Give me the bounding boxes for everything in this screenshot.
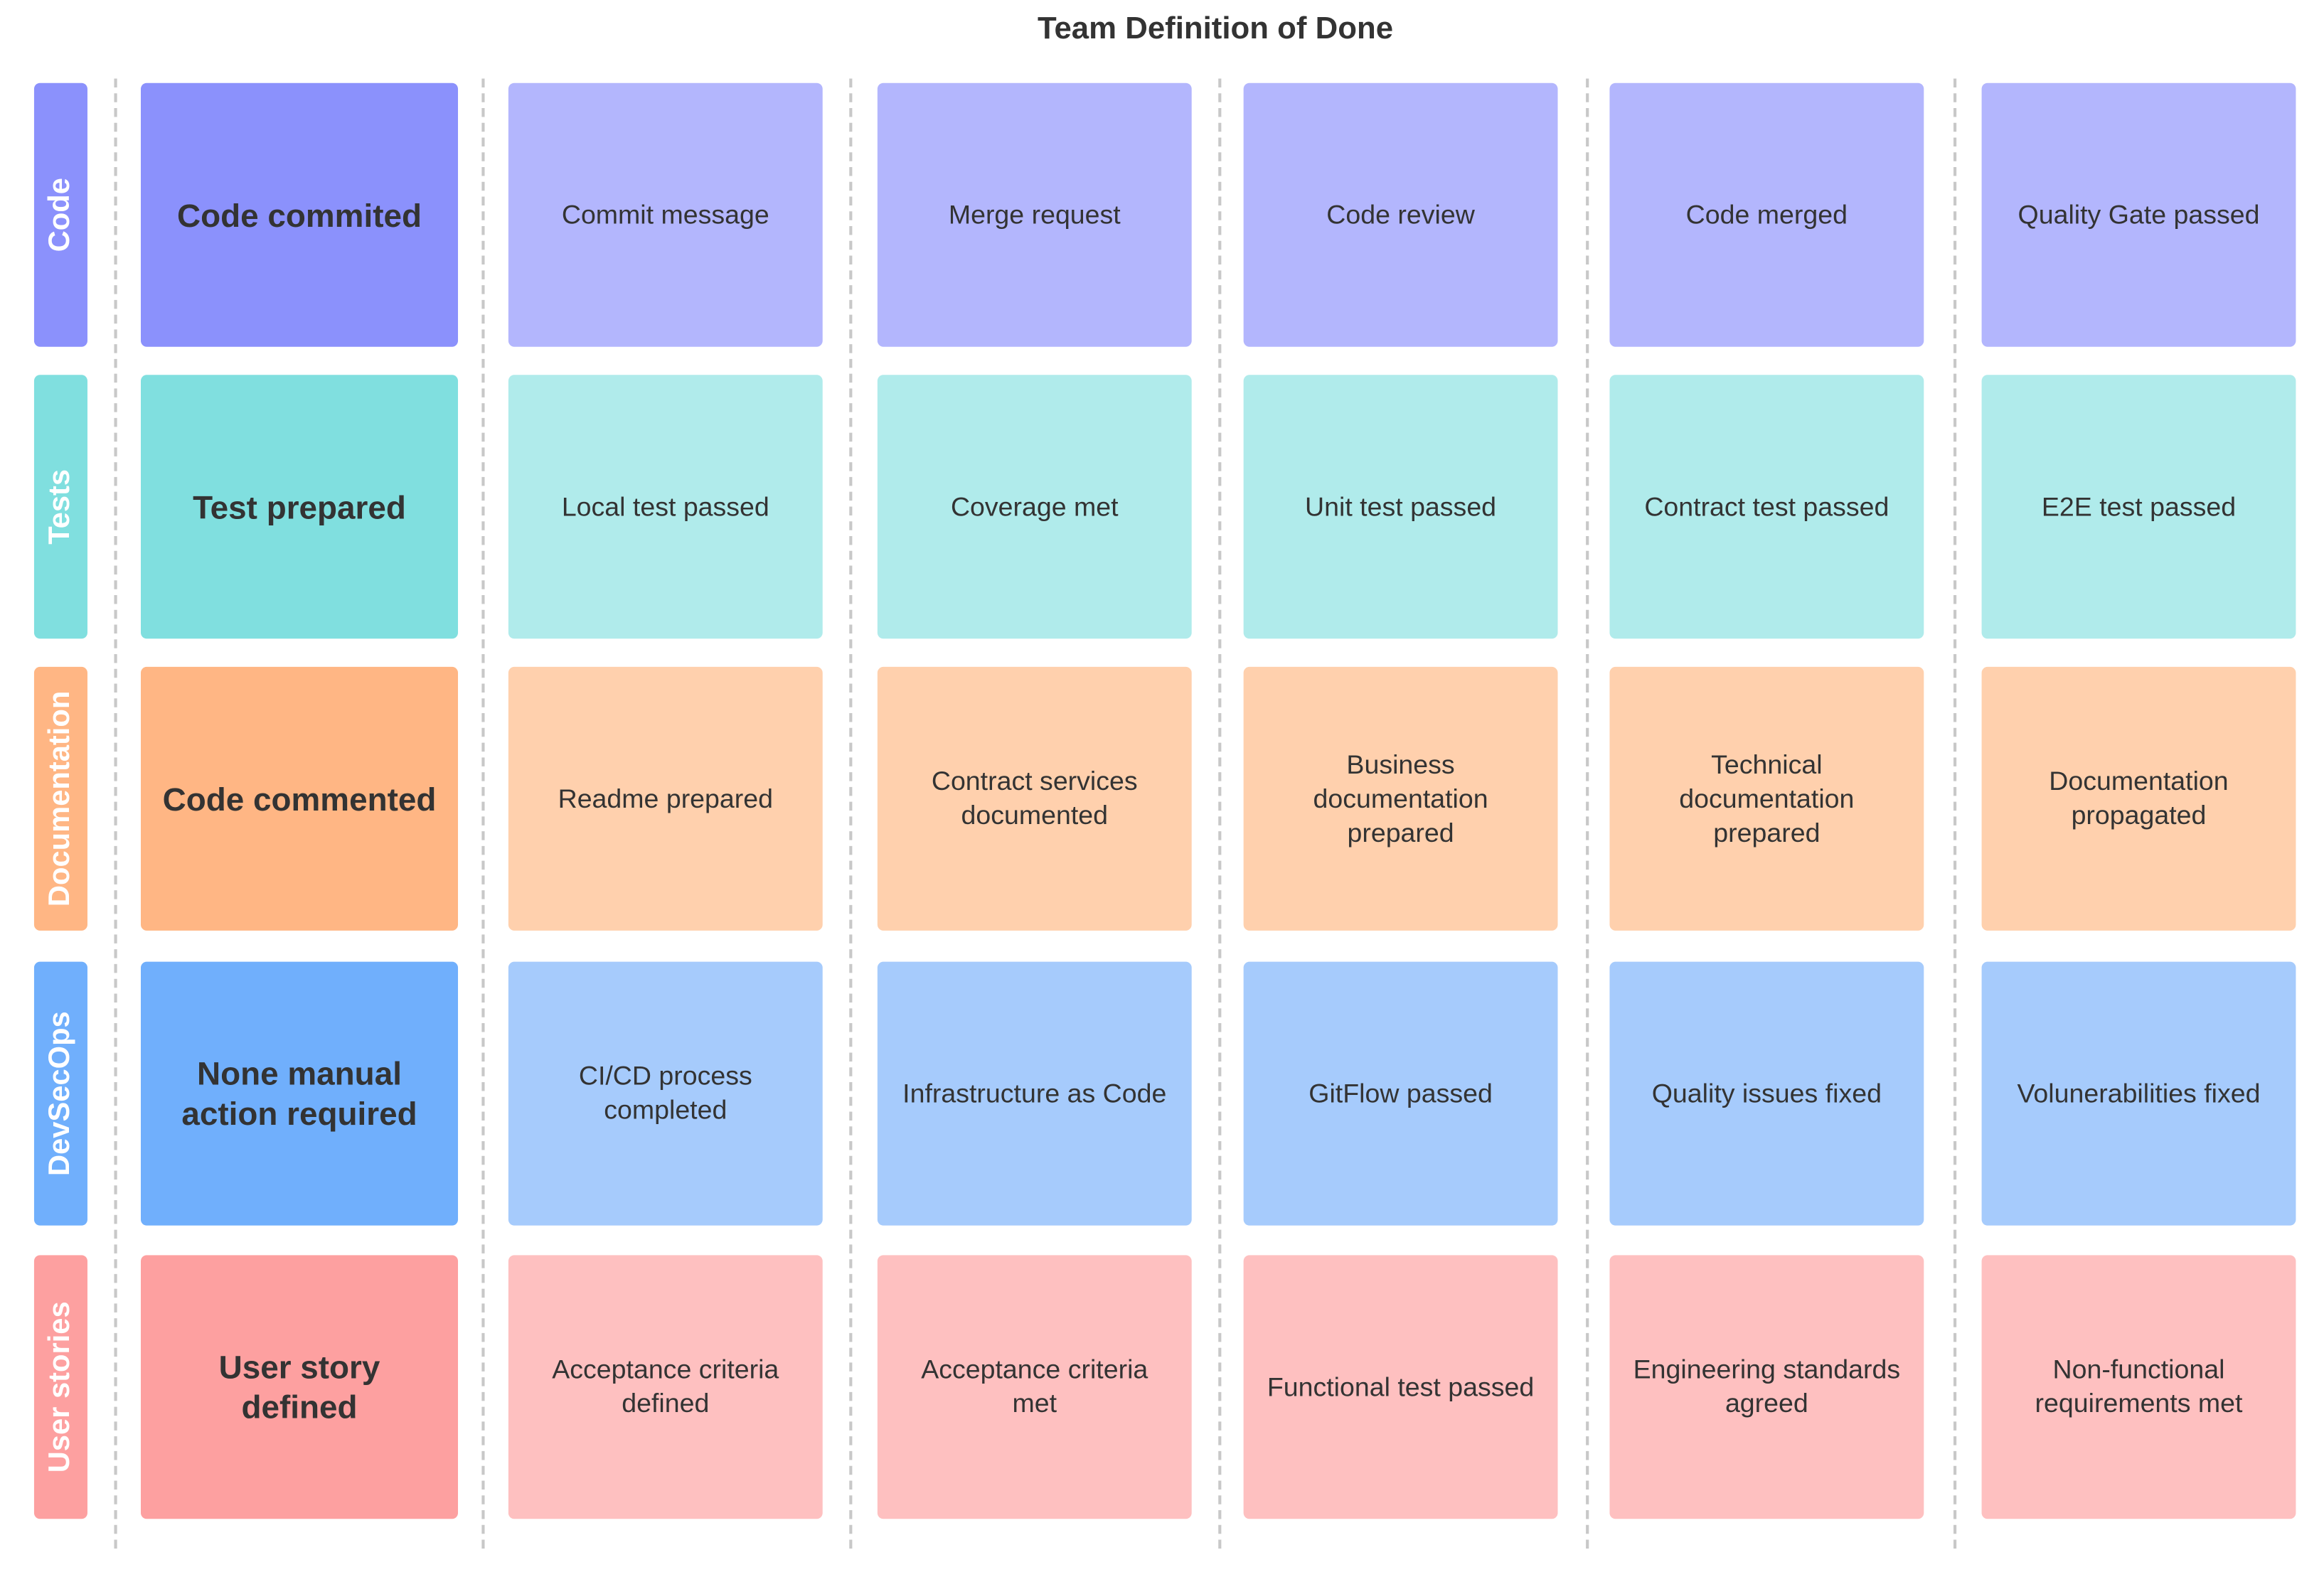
column-divider: [849, 78, 853, 1549]
main-card: Code commited: [140, 82, 459, 347]
criteria-card: Commit message: [508, 82, 823, 347]
column-divider: [1218, 78, 1222, 1549]
column-divider: [1586, 78, 1589, 1549]
criteria-card: Non-functional requirements met: [1981, 1255, 2296, 1519]
lane-label: Documentation: [33, 666, 87, 931]
lane-label-text: Code: [43, 178, 77, 252]
column-divider: [481, 78, 485, 1549]
lane-label: Tests: [33, 375, 87, 639]
lane-label-text: Tests: [43, 469, 77, 545]
criteria-card: Functional test passed: [1243, 1255, 1558, 1519]
main-card: None manual action required: [140, 961, 459, 1226]
lane-label-text: User stories: [43, 1301, 77, 1473]
column-divider: [1953, 78, 1957, 1549]
criteria-card: Quality Gate passed: [1981, 82, 2296, 347]
criteria-card: Code review: [1243, 82, 1558, 347]
criteria-card: CI/CD process completed: [508, 961, 823, 1226]
criteria-card: Contract test passed: [1609, 375, 1924, 639]
criteria-card: Local test passed: [508, 375, 823, 639]
criteria-card: Technical documentation prepared: [1609, 666, 1924, 931]
board-title: Team Definition of Done: [1037, 11, 1394, 46]
criteria-card: Unit test passed: [1243, 375, 1558, 639]
criteria-card: Infrastructure as Code: [877, 961, 1192, 1226]
criteria-card: Readme prepared: [508, 666, 823, 931]
criteria-card: Acceptance criteria met: [877, 1255, 1192, 1519]
lane-label: DevSecOps: [33, 961, 87, 1226]
main-card: Code commented: [140, 666, 459, 931]
main-card: Test prepared: [140, 375, 459, 639]
criteria-card: Business documentation prepared: [1243, 666, 1558, 931]
criteria-card: Coverage met: [877, 375, 1192, 639]
lane-label: User stories: [33, 1255, 87, 1519]
criteria-card: Engineering standards agreed: [1609, 1255, 1924, 1519]
criteria-card: E2E test passed: [1981, 375, 2296, 639]
column-divider: [114, 78, 117, 1549]
main-card: User story defined: [140, 1255, 459, 1519]
criteria-card: Contract services documented: [877, 666, 1192, 931]
lane-label-text: DevSecOps: [43, 1011, 77, 1176]
criteria-card: Volunerabilities fixed: [1981, 961, 2296, 1226]
criteria-card: Code merged: [1609, 82, 1924, 347]
criteria-card: Quality issues fixed: [1609, 961, 1924, 1226]
criteria-card: Acceptance criteria defined: [508, 1255, 823, 1519]
lane-label-text: Documentation: [43, 690, 77, 907]
criteria-card: Merge request: [877, 82, 1192, 347]
lane-label: Code: [33, 82, 87, 347]
criteria-card: GitFlow passed: [1243, 961, 1558, 1226]
criteria-card: Documentation propagated: [1981, 666, 2296, 931]
